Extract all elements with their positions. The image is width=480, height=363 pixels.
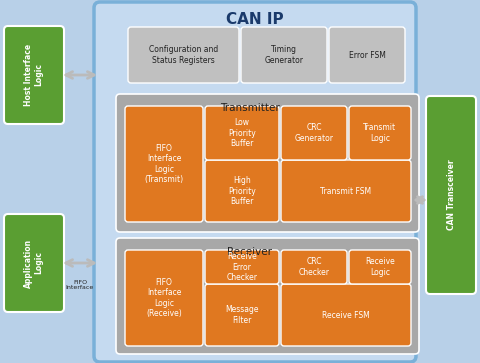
Text: FIFO
Interface
Logic
(Receive): FIFO Interface Logic (Receive) (146, 278, 182, 318)
FancyBboxPatch shape (116, 94, 419, 232)
FancyBboxPatch shape (426, 96, 476, 294)
Text: CAN IP: CAN IP (226, 12, 284, 28)
FancyBboxPatch shape (281, 284, 411, 346)
Text: Configuration and
Status Registers: Configuration and Status Registers (149, 45, 218, 65)
FancyBboxPatch shape (329, 27, 405, 83)
FancyBboxPatch shape (128, 27, 239, 83)
FancyBboxPatch shape (205, 284, 279, 346)
Text: CAN Transceiver: CAN Transceiver (446, 160, 456, 230)
FancyBboxPatch shape (4, 214, 64, 312)
FancyBboxPatch shape (94, 2, 416, 362)
FancyBboxPatch shape (205, 250, 279, 284)
FancyBboxPatch shape (125, 250, 203, 346)
FancyBboxPatch shape (4, 26, 64, 124)
Text: Transmit FSM: Transmit FSM (321, 187, 372, 196)
FancyBboxPatch shape (125, 106, 203, 222)
Text: FIFO
Interface
Logic
(Transmit): FIFO Interface Logic (Transmit) (144, 144, 183, 184)
Text: FIFO
Interface: FIFO Interface (66, 280, 94, 290)
Text: Transmit
Logic: Transmit Logic (363, 123, 396, 143)
Text: High
Priority
Buffer: High Priority Buffer (228, 176, 256, 206)
Text: Receive FSM: Receive FSM (322, 310, 370, 319)
FancyBboxPatch shape (349, 106, 411, 160)
Text: Transmitter: Transmitter (220, 103, 280, 113)
Text: Host Interface
Logic: Host Interface Logic (24, 44, 44, 106)
Text: Timing
Generator: Timing Generator (264, 45, 303, 65)
FancyBboxPatch shape (281, 250, 347, 284)
Text: Low
Priority
Buffer: Low Priority Buffer (228, 118, 256, 148)
FancyBboxPatch shape (349, 250, 411, 284)
Text: Message
Filter: Message Filter (225, 305, 259, 325)
Text: Receiver: Receiver (228, 247, 273, 257)
FancyBboxPatch shape (205, 160, 279, 222)
FancyBboxPatch shape (241, 27, 327, 83)
Text: Receive
Logic: Receive Logic (365, 257, 395, 277)
Text: Application
Logic: Application Logic (24, 238, 44, 287)
FancyBboxPatch shape (281, 106, 347, 160)
Text: Error FSM: Error FSM (348, 50, 385, 60)
FancyBboxPatch shape (205, 106, 279, 160)
Text: CRC
Generator: CRC Generator (295, 123, 334, 143)
FancyBboxPatch shape (281, 160, 411, 222)
Text: CRC
Checker: CRC Checker (299, 257, 329, 277)
FancyBboxPatch shape (116, 238, 419, 354)
Text: Receive
Error
Checker: Receive Error Checker (227, 252, 257, 282)
